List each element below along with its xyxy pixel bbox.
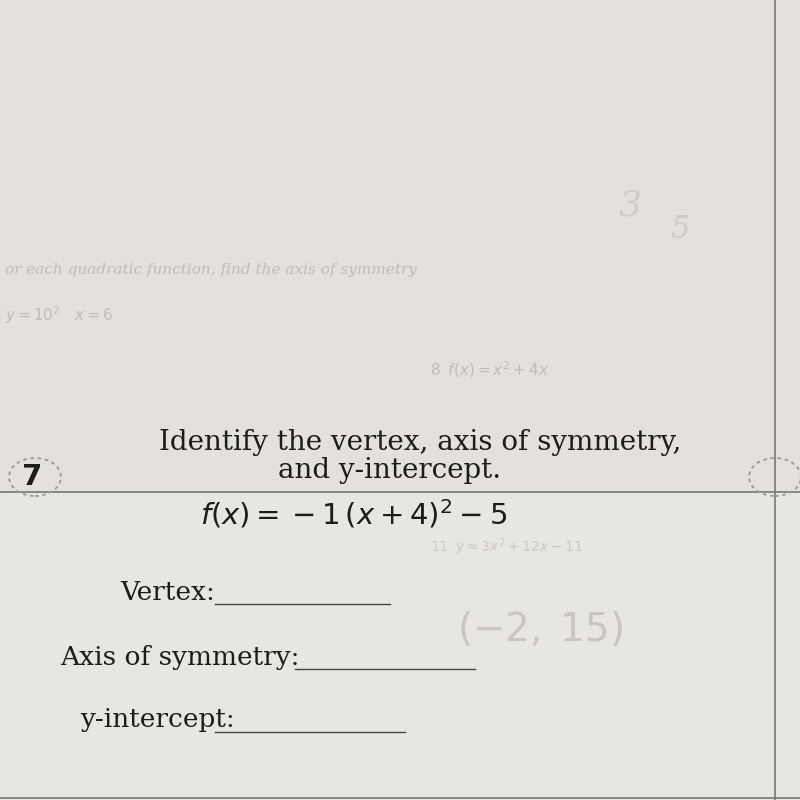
Text: 5: 5 <box>670 214 690 246</box>
Text: $(-2,\;15)$: $(-2,\;15)$ <box>457 610 623 650</box>
Text: $11\;\;y \approx 3x^2 + 12x - 11$: $11\;\;y \approx 3x^2 + 12x - 11$ <box>430 536 583 558</box>
Text: $8\;\;f(x) = x^2 + 4x$: $8\;\;f(x) = x^2 + 4x$ <box>430 360 550 380</box>
Text: 3: 3 <box>618 188 642 222</box>
Text: Vertex:: Vertex: <box>120 579 215 605</box>
Text: $y = 10^2$   $x = 6$: $y = 10^2$ $x = 6$ <box>5 304 113 326</box>
Text: Axis of symmetry:: Axis of symmetry: <box>60 645 299 670</box>
Text: or each quadratic function, find the axis of symmetry: or each quadratic function, find the axi… <box>5 263 417 277</box>
Text: y-intercept:: y-intercept: <box>80 707 234 733</box>
Text: Identify the vertex, axis of symmetry,: Identify the vertex, axis of symmetry, <box>159 429 681 455</box>
FancyBboxPatch shape <box>0 492 800 800</box>
Text: $f(x) = -1\,(x + 4)^2 - 5$: $f(x) = -1\,(x + 4)^2 - 5$ <box>200 498 507 530</box>
Text: 7: 7 <box>22 463 42 491</box>
FancyBboxPatch shape <box>0 0 800 492</box>
Text: and y-intercept.: and y-intercept. <box>278 457 502 483</box>
